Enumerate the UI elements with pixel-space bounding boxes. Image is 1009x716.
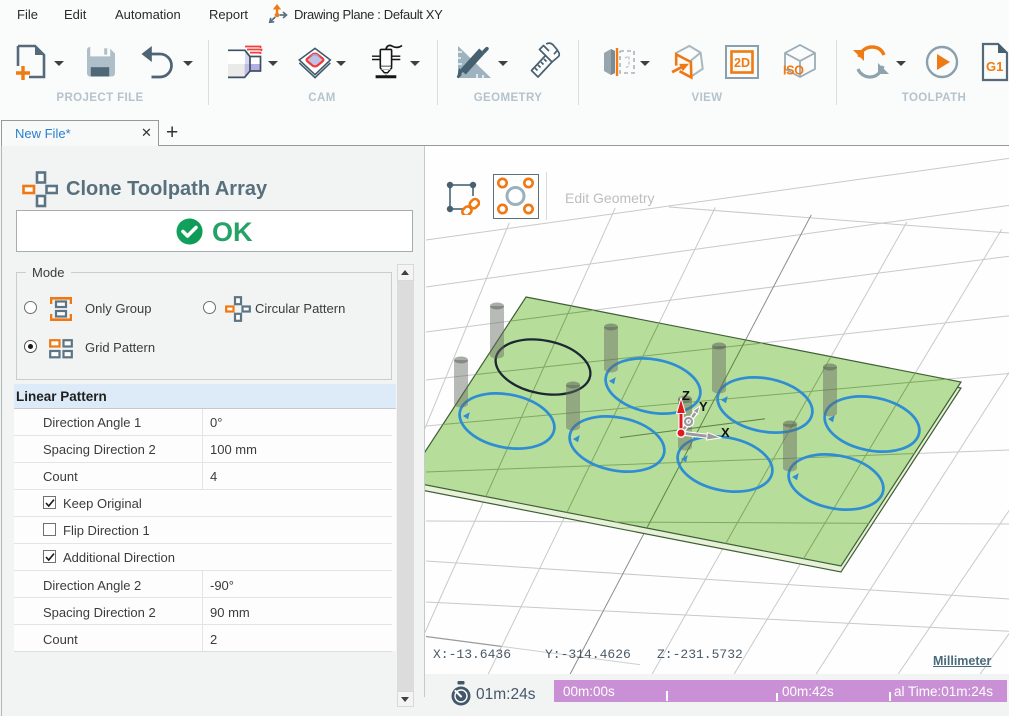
svg-text:G1: G1 (986, 59, 1003, 74)
svg-text:Z: Z (682, 388, 690, 403)
svg-text:X: X (721, 425, 730, 440)
svg-text:2D: 2D (734, 56, 750, 70)
svg-text:Y: Y (699, 399, 708, 414)
svg-text:ISO: ISO (783, 64, 804, 78)
